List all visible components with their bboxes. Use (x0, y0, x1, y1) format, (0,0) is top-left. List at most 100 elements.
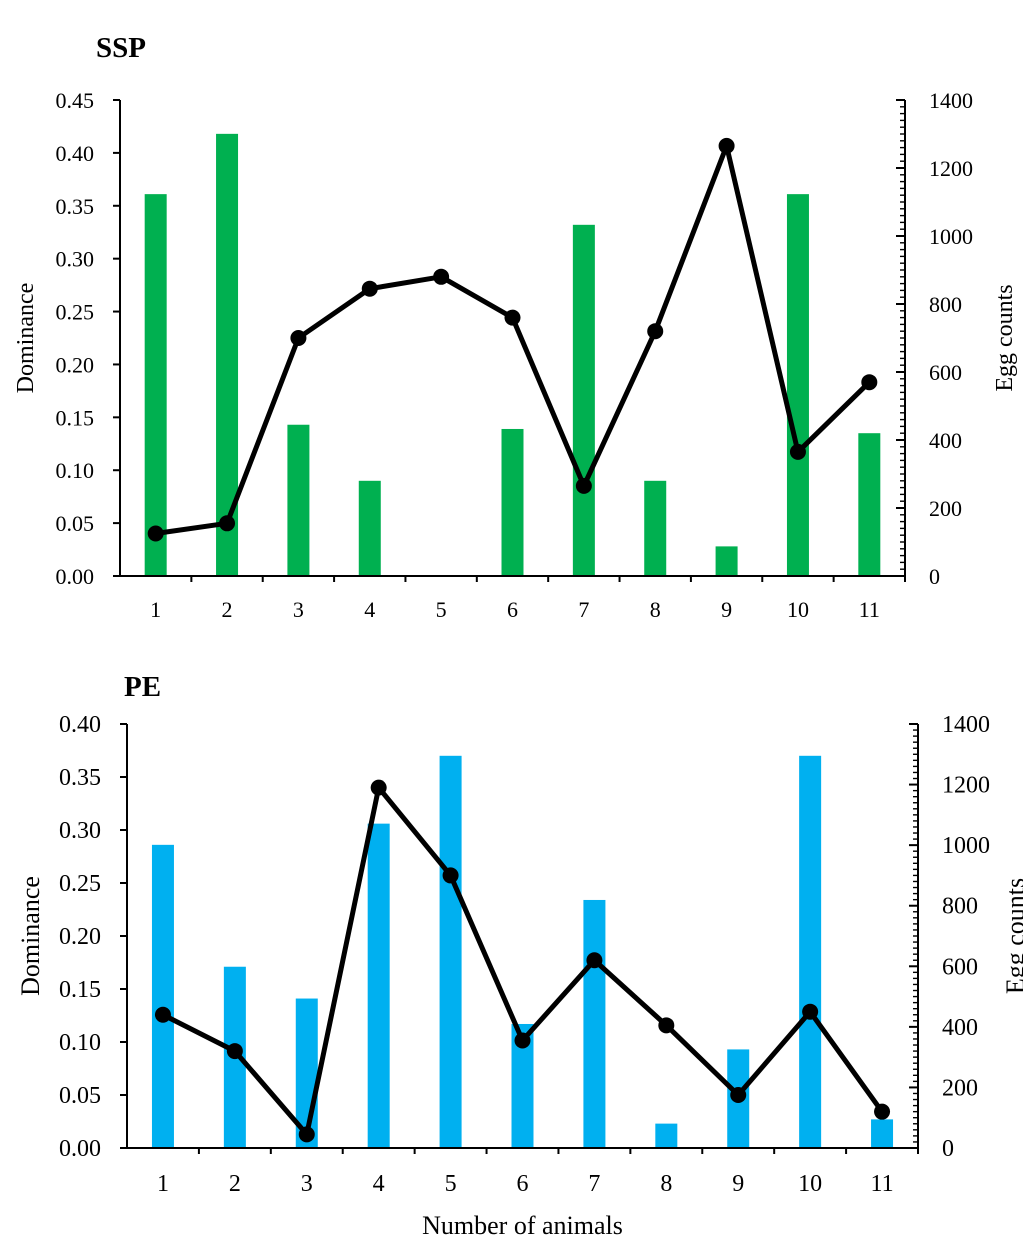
bar-4 (358, 480, 381, 576)
egg-count-point-11 (861, 374, 878, 391)
y-tick-label: 0.40 (56, 141, 95, 166)
y2-tick-label: 600 (942, 954, 978, 980)
y2-tick-label: 400 (929, 428, 962, 453)
egg-count-point-8 (658, 1017, 675, 1034)
y-tick-label: 0.05 (56, 511, 95, 536)
egg-count-point-10 (789, 443, 806, 460)
y-tick-label: 0.25 (56, 300, 95, 325)
bar-10 (799, 755, 822, 1148)
bar-6 (511, 1023, 534, 1148)
chart-title: SSP (96, 32, 146, 64)
y2-axis-label: Egg counts (1001, 878, 1023, 994)
bar-8 (655, 1123, 678, 1148)
egg-count-point-7 (575, 477, 592, 494)
y-tick-label: 0.20 (56, 352, 95, 377)
y2-tick-label: 800 (929, 292, 962, 317)
bar-11 (858, 433, 881, 576)
egg-count-point-7 (586, 952, 603, 969)
egg-count-point-5 (433, 268, 450, 285)
x-tick-label: 9 (732, 1171, 744, 1197)
x-axis-label: Number of animals (422, 1211, 623, 1240)
x-tick-label: 7 (588, 1171, 600, 1197)
y-tick-label: 0.35 (56, 194, 95, 219)
x-tick-label: 10 (787, 597, 809, 622)
x-tick-label: 5 (445, 1171, 457, 1197)
x-tick-label: 8 (650, 597, 661, 622)
y2-tick-label: 0 (942, 1136, 954, 1162)
x-tick-label: 11 (870, 1171, 893, 1197)
egg-count-point-4 (361, 280, 378, 297)
y-tick-label: 0.05 (59, 1083, 101, 1109)
y2-tick-label: 400 (942, 1015, 978, 1041)
x-tick-label: 3 (301, 1171, 313, 1197)
egg-count-point-1 (147, 525, 164, 542)
y-tick-label: 0.40 (59, 712, 101, 738)
x-tick-label: 2 (222, 597, 233, 622)
egg-count-point-2 (226, 1043, 243, 1060)
y2-tick-label: 0 (929, 564, 940, 589)
y-tick-label: 0.35 (59, 765, 101, 791)
bar-8 (644, 480, 667, 576)
egg-count-point-10 (802, 1003, 819, 1020)
egg-count-point-3 (298, 1126, 315, 1143)
y-tick-label: 0.10 (59, 1030, 101, 1056)
egg-count-point-2 (219, 515, 236, 532)
y-axis-label: Dominance (16, 876, 45, 996)
bar-6 (501, 428, 524, 576)
x-tick-label: 10 (798, 1171, 822, 1197)
y-tick-label: 0.00 (59, 1136, 101, 1162)
x-tick-label: 7 (578, 597, 589, 622)
y2-tick-label: 1400 (942, 712, 990, 738)
y-tick-label: 0.30 (56, 247, 95, 272)
x-tick-label: 5 (436, 597, 447, 622)
x-tick-label: 6 (507, 597, 518, 622)
bar-3 (287, 424, 310, 576)
y-tick-label: 0.00 (56, 564, 95, 589)
x-tick-label: 4 (373, 1171, 385, 1197)
bar-2 (216, 133, 239, 577)
bar-7 (572, 224, 595, 576)
y2-tick-label: 1200 (929, 156, 973, 181)
egg-count-point-6 (504, 309, 521, 326)
y-axis-label: Dominance (13, 283, 39, 394)
y-tick-label: 0.15 (56, 405, 95, 430)
x-tick-label: 1 (157, 1171, 169, 1197)
chart-panel-2: PE 0.00 0.05 0.10 0.15 0.20 0.25 0.30 0.35 0.40 0 2… (16, 671, 1023, 1240)
x-tick-label: 6 (517, 1171, 529, 1197)
egg-count-point-6 (514, 1032, 531, 1049)
x-tick-label: 8 (660, 1171, 672, 1197)
y-tick-label: 0.15 (59, 977, 101, 1003)
chart-title: PE (124, 671, 161, 703)
chart-panel-1: SSP 0.00 0.05 0.10 0.15 0.20 0.25 0.30 0.35 0.40 0… (13, 32, 1018, 622)
y2-tick-label: 200 (929, 496, 962, 521)
egg-count-point-9 (730, 1087, 747, 1103)
egg-count-point-8 (647, 323, 664, 340)
bar-1 (151, 844, 174, 1148)
egg-count-point-4 (370, 779, 387, 796)
y-tick-label: 0.10 (56, 458, 95, 483)
y-tick-label: 0.30 (59, 818, 101, 844)
y-tick-label: 0.25 (59, 871, 101, 897)
y2-axis-label: Egg counts (992, 284, 1018, 391)
bar-1 (144, 194, 167, 577)
x-tick-label: 11 (859, 597, 880, 622)
egg-count-point-3 (290, 330, 307, 346)
x-tick-label: 2 (229, 1171, 241, 1197)
egg-count-point-1 (154, 1006, 171, 1023)
y2-tick-label: 1000 (929, 224, 973, 249)
y-tick-label: 0.20 (59, 924, 101, 950)
egg-count-point-5 (442, 867, 459, 884)
bar-4 (367, 823, 390, 1148)
y-tick-label: 0.45 (56, 88, 95, 113)
y2-tick-label: 800 (942, 894, 978, 920)
bar-10 (786, 194, 809, 577)
x-tick-label: 4 (364, 597, 375, 622)
egg-count-point-11 (874, 1103, 891, 1120)
y2-tick-label: 200 (942, 1075, 978, 1101)
y2-tick-label: 1400 (929, 88, 973, 113)
x-tick-label: 1 (150, 597, 161, 622)
bar-7 (583, 899, 606, 1148)
y2-tick-label: 600 (929, 360, 962, 385)
bar-5 (439, 755, 462, 1148)
